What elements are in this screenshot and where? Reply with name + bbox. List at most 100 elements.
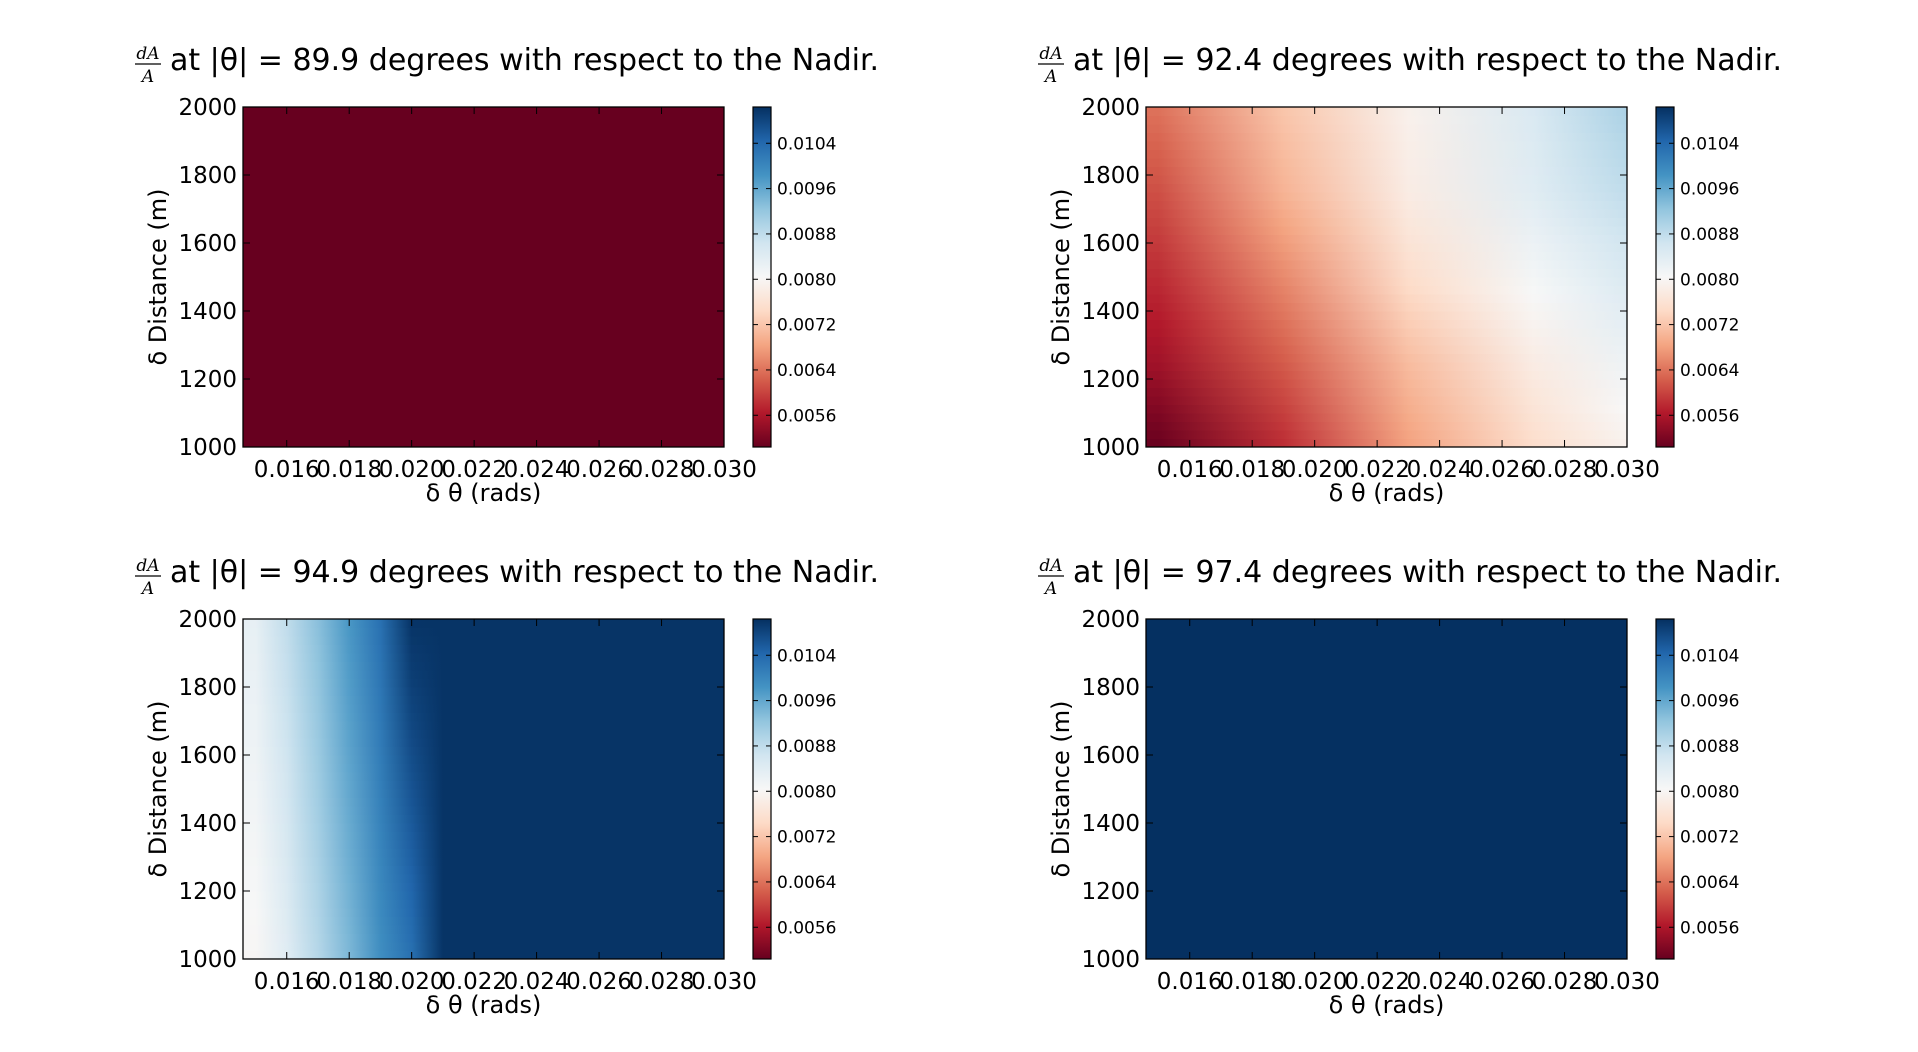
- heatmap-row: [1146, 652, 1627, 662]
- plot-frame: [1145, 106, 1628, 448]
- colorbar-tick-label: 0.0072: [777, 828, 836, 848]
- x-tick-label: 0.028: [1532, 457, 1598, 483]
- heatmap-row: [1146, 882, 1627, 892]
- heatmap-row: [243, 242, 724, 252]
- colorbar-tick-label: 0.0072: [1680, 828, 1739, 848]
- heatmap-row: [1146, 285, 1627, 295]
- x-tick-label: 0.020: [1282, 969, 1348, 995]
- heatmap-row: [1146, 865, 1627, 875]
- heatmap-row: [1146, 200, 1627, 210]
- heatmap-row: [243, 421, 724, 431]
- heatmap-row: [243, 924, 724, 934]
- x-tick-label: 0.022: [441, 969, 507, 995]
- x-tick-label: 0.030: [691, 457, 757, 483]
- x-tick-label: 0.026: [1469, 457, 1535, 483]
- heatmap-row: [1146, 941, 1627, 951]
- heatmap-row: [243, 293, 724, 303]
- heatmap-row: [1146, 310, 1627, 320]
- heatmap: [243, 107, 724, 447]
- heatmap-row: [1146, 933, 1627, 943]
- y-tick-label: 1400: [178, 811, 237, 837]
- heatmap-row: [243, 780, 724, 790]
- plot-title-text: at |θ| = 94.9 degrees with respect to th…: [170, 555, 879, 590]
- colorbar-tick-label: 0.0104: [1680, 134, 1739, 154]
- colorbar-tick-label: 0.0104: [777, 646, 836, 666]
- heatmap-row: [243, 404, 724, 414]
- heatmap-row: [1146, 174, 1627, 184]
- heatmap-row: [1146, 191, 1627, 201]
- heatmap-row: [243, 916, 724, 926]
- plot-title: dA A at |θ| = 97.4 degrees with respect to…: [1038, 555, 1782, 599]
- x-tick-label: 0.018: [316, 969, 382, 995]
- heatmap-row: [243, 234, 724, 244]
- colorbar-tick-label: 0.0080: [1680, 270, 1739, 290]
- heatmap-row: [243, 686, 724, 696]
- subplot-1: dA A at |θ| = 89.9 degrees with respect to…: [135, 43, 879, 507]
- heatmap-row: [1146, 661, 1627, 671]
- heatmap-row: [243, 429, 724, 439]
- subplot-4: dA A at |θ| = 97.4 degrees with respect to…: [1038, 555, 1782, 1019]
- heatmap-row: [1146, 746, 1627, 756]
- heatmap-row: [243, 899, 724, 909]
- y-tick-label: 1000: [1081, 435, 1140, 461]
- x-axis-label: δ θ (rads): [426, 479, 542, 507]
- y-tick-label: 1000: [178, 435, 237, 461]
- heatmap-row: [1146, 695, 1627, 705]
- x-tick-label: 0.026: [566, 969, 632, 995]
- heatmap-row: [1146, 361, 1627, 371]
- heatmap-row: [243, 763, 724, 773]
- heatmap-row: [243, 285, 724, 295]
- heatmap-row: [1146, 166, 1627, 176]
- colorbar-tick-label: 0.0072: [777, 316, 836, 336]
- heatmap-row: [243, 200, 724, 210]
- heatmap: [1146, 619, 1627, 959]
- heatmap-row: [243, 123, 724, 133]
- y-tick-label: 1600: [1081, 743, 1140, 769]
- heatmap-row: [243, 438, 724, 447]
- y-tick-label: 2000: [1081, 95, 1140, 121]
- y-tick-label: 1800: [178, 163, 237, 189]
- heatmap-row: [243, 933, 724, 943]
- colorbar-tick-label: 0.0064: [1680, 873, 1739, 893]
- heatmap-row: [1146, 378, 1627, 388]
- heatmap-row: [1146, 763, 1627, 773]
- colorbar-tick-label: 0.0104: [1680, 646, 1739, 666]
- colorbar-tick-label: 0.0080: [777, 270, 836, 290]
- plot-title-text: at |θ| = 92.4 degrees with respect to th…: [1073, 43, 1782, 78]
- x-tick-label: 0.018: [1219, 457, 1285, 483]
- colorbar-tick-label: 0.0056: [1680, 406, 1739, 426]
- x-tick-label: 0.024: [504, 969, 570, 995]
- heatmap-row: [1146, 619, 1627, 628]
- colorbar-tick-label: 0.0072: [1680, 316, 1739, 336]
- heatmap-row: [1146, 814, 1627, 824]
- heatmap-row: [243, 174, 724, 184]
- x-tick-label: 0.016: [1157, 457, 1223, 483]
- colorbar: 0.0056 0.0064 0.0072 0.0080 0.0088 0.0096 0.01…: [1655, 106, 1739, 448]
- heatmap-row: [243, 157, 724, 167]
- title-fraction-numerator: dA: [136, 44, 159, 64]
- heatmap-row: [1146, 797, 1627, 807]
- title-fraction-denominator: A: [140, 579, 154, 599]
- heatmap-row: [1146, 319, 1627, 329]
- heatmap-row: [243, 669, 724, 679]
- heatmap-row: [243, 882, 724, 892]
- y-tick-label: 1400: [1081, 299, 1140, 325]
- heatmap-row: [1146, 890, 1627, 900]
- heatmap-row: [1146, 268, 1627, 278]
- heatmap-row: [1146, 302, 1627, 312]
- plot-frame: [242, 106, 725, 448]
- heatmap-row: [243, 856, 724, 866]
- subplot-3: dA A at |θ| = 94.9 degrees with respect to…: [135, 555, 879, 1019]
- heatmap-row: [243, 344, 724, 354]
- heatmap-row: [1146, 208, 1627, 218]
- heatmap-row: [1146, 353, 1627, 363]
- heatmap-row: [243, 644, 724, 654]
- heatmap-row: [1146, 788, 1627, 798]
- x-tick-label: 0.030: [1594, 969, 1660, 995]
- heatmap-row: [243, 395, 724, 405]
- heatmap-row: [1146, 395, 1627, 405]
- heatmap-row: [1146, 848, 1627, 858]
- heatmap-row: [243, 387, 724, 397]
- heatmap-row: [1146, 669, 1627, 679]
